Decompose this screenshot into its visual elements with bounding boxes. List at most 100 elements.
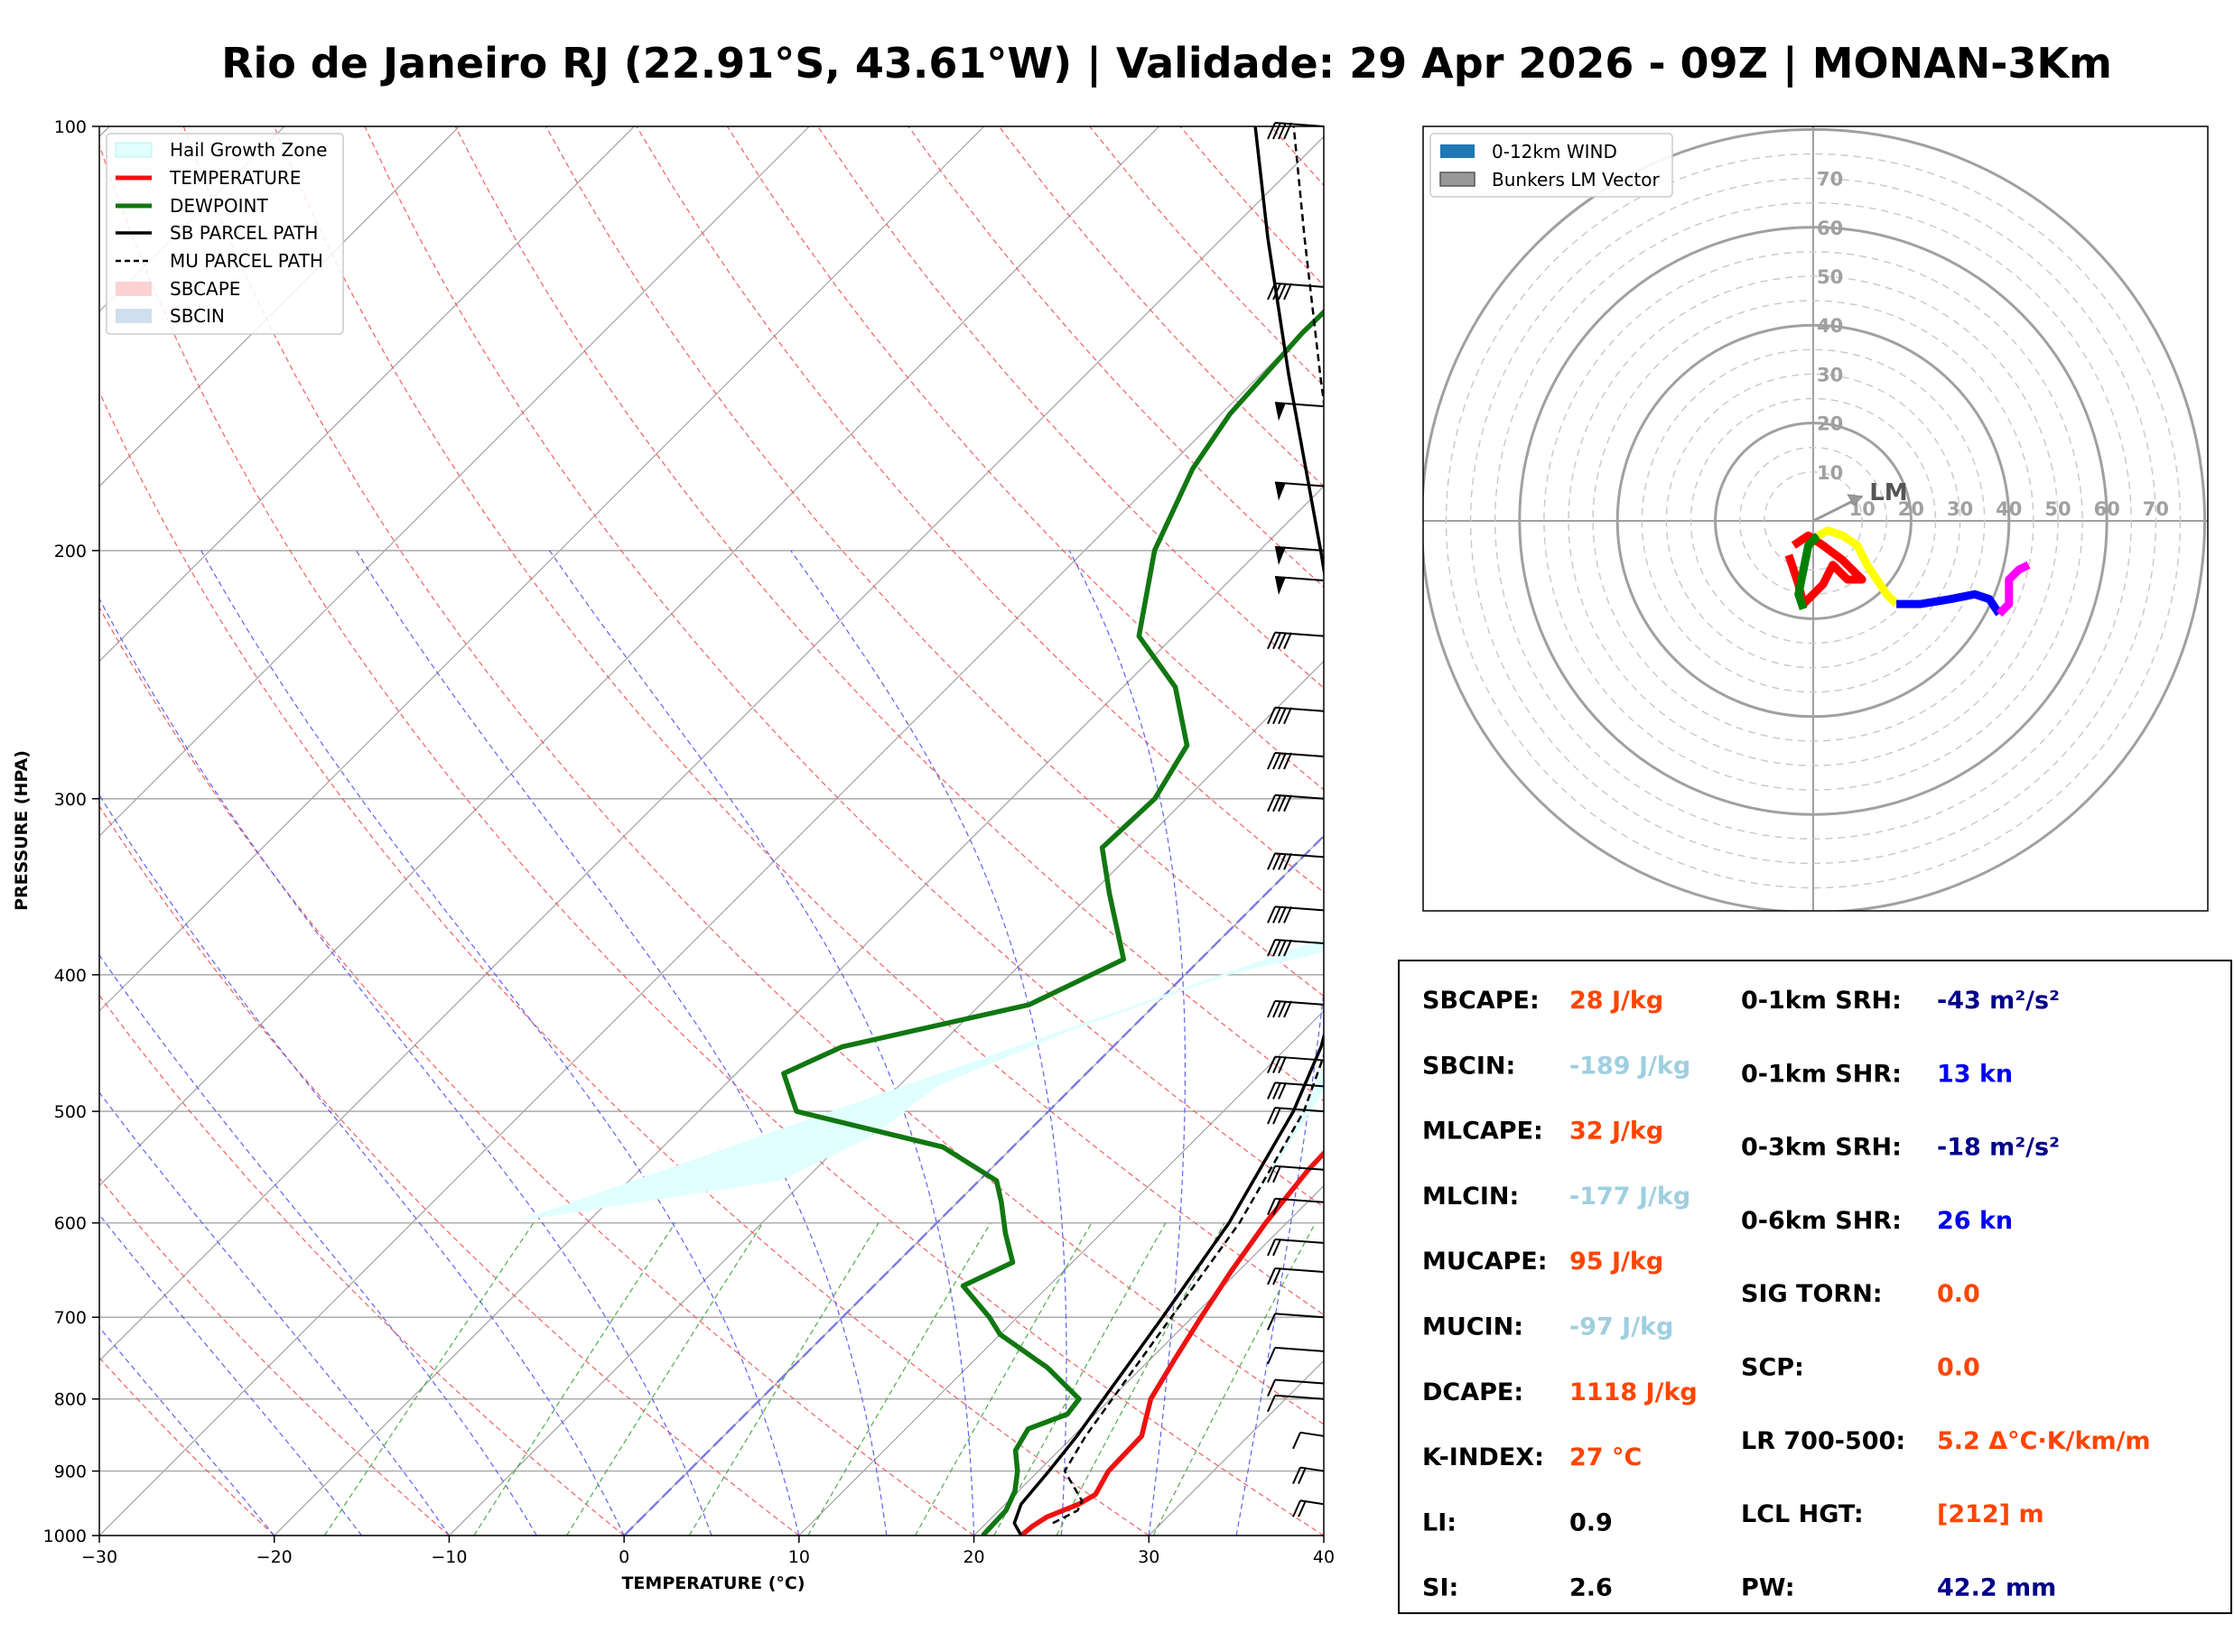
dry-adiabat (99, 606, 974, 1536)
barb-flag (1272, 794, 1281, 812)
index-label: SI: (1422, 1574, 1458, 1602)
barb-flag (1267, 632, 1276, 650)
index-label: 0-1km SHR: (1741, 1060, 1902, 1088)
mixing-ratio-line (807, 1222, 991, 1536)
hodo-legend-box (1429, 133, 1673, 198)
skewt-panel: −30 −20 −10 0 10 20 30 40 100 200 300 400 500 600 700 8… (12, 117, 1335, 1593)
barb-pennant (1275, 546, 1286, 565)
skewt-series (781, 126, 1324, 1536)
barb-flag (1267, 1082, 1276, 1100)
wind-barb (1267, 1238, 1325, 1257)
index-value: 13 kn (1937, 1060, 2013, 1088)
barb-flag (1283, 905, 1292, 923)
index-value: 0.0 (1937, 1354, 1980, 1382)
index-label: 0-3km SRH: (1741, 1134, 1902, 1162)
mixing-ratio-line (565, 1222, 764, 1536)
wind-barb (1274, 545, 1325, 565)
hodo-ring-label-y: 10 (1817, 462, 1843, 484)
moist-adiabat (99, 1091, 450, 1536)
barb-flag (1278, 632, 1287, 650)
skewt-legend: Hail Growth Zone TEMPERATURE DEWPOINT SB… (106, 133, 344, 335)
barb-flag (1267, 905, 1276, 923)
mixing-ratio-line (914, 1222, 1093, 1536)
barb-flag (1272, 1198, 1281, 1216)
hodo-ring (1518, 226, 2108, 816)
barb-flag (1272, 1267, 1281, 1285)
barb-staff (1274, 752, 1325, 758)
hodo-ring-label-y: 70 (1817, 169, 1843, 190)
bunkers-lm-arrowhead (1847, 494, 1864, 506)
legend-swatch-hail (115, 142, 153, 158)
barb-flag (1283, 752, 1292, 770)
index-value: -97 J/kg (1569, 1313, 1673, 1341)
barb-staff (1274, 282, 1325, 288)
isotherm-line (274, 485, 1324, 1536)
barb-staff (1274, 1055, 1325, 1062)
hodo-legend-swatch-lm (1439, 172, 1475, 187)
barb-flag (1278, 939, 1287, 957)
barb-staff (1274, 1346, 1325, 1352)
hodo-ring-label-y: 40 (1817, 315, 1843, 337)
wind-barb (1267, 794, 1325, 812)
index-label: SIG TORN: (1741, 1280, 1883, 1308)
x-tick-label: 0 (619, 1547, 629, 1567)
dry-adiabat (99, 994, 625, 1536)
barb-staff (1274, 1165, 1325, 1171)
wind-barb (1274, 481, 1325, 501)
barb-flag (1278, 794, 1287, 812)
wind-barb (1267, 706, 1325, 725)
hodo-ring (1592, 300, 2034, 742)
skewt-ticks: −30 −20 −10 0 10 20 30 40 100 200 300 400 500 600 700 8… (43, 117, 1335, 1567)
index-value: 5.2 Δ°C·K/km/m (1937, 1427, 2151, 1455)
barb-staff (1274, 706, 1325, 712)
legend-label-mu-parcel: MU PARCEL PATH (170, 250, 323, 272)
barb-flag (1272, 1107, 1281, 1125)
barb-staff (1274, 1394, 1325, 1400)
legend-label-temperature: TEMPERATURE (169, 167, 301, 189)
hodo-ring-label-x: 40 (1996, 498, 2022, 520)
dry-adiabat (99, 390, 1150, 1536)
index-label: SBCAPE: (1422, 987, 1540, 1015)
wind-barb (1267, 1165, 1325, 1183)
barb-flag (1283, 122, 1292, 140)
x-tick-label: 30 (1138, 1547, 1159, 1567)
index-label: MLCIN: (1422, 1183, 1519, 1211)
mixing-ratio-line (1152, 1222, 1317, 1536)
y-tick-label: 200 (54, 542, 87, 561)
barb-flag (1292, 1432, 1301, 1450)
barb-flag (1272, 1056, 1281, 1073)
hodo-ring (1689, 397, 1937, 645)
index-label: SBCIN: (1422, 1052, 1515, 1080)
barb-staff (1299, 1499, 1325, 1506)
barb-flag (1272, 1165, 1281, 1183)
barb-flag (1272, 707, 1281, 725)
chart-title: Rio de Janeiro RJ (22.91°S, 43.61°W) | V… (221, 39, 2112, 88)
y-tick-label: 900 (54, 1462, 87, 1482)
barb-flag (1298, 1499, 1307, 1517)
hodo-ring (1641, 348, 1986, 693)
barb-flag (1283, 707, 1292, 725)
barb-staff (1274, 794, 1325, 800)
index-label: MUCAPE: (1422, 1248, 1548, 1276)
wind-barb (1267, 1313, 1325, 1331)
hodo-ring-label-y: 30 (1817, 364, 1843, 385)
hodo-ring (1543, 251, 2083, 791)
hodo-ring-label-y: 60 (1817, 218, 1843, 239)
wind-barb (1267, 939, 1325, 957)
barb-pennant (1275, 576, 1286, 595)
indices-panel: SBCAPE: 28 J/kg SBCIN: -189 J/kg MLCAPE: 32 J… (1398, 960, 2232, 1614)
barb-staff (1274, 1267, 1325, 1273)
barb-staff (1274, 1313, 1325, 1319)
index-value: 95 J/kg (1569, 1248, 1663, 1276)
wind-barb (1267, 1107, 1325, 1125)
barb-flag (1267, 1000, 1276, 1018)
index-value: 0.0 (1937, 1280, 1980, 1308)
wind-barb (1267, 631, 1325, 650)
hodo-ring (1764, 471, 1863, 571)
x-tick-label: −20 (256, 1547, 293, 1567)
wind-barb (1274, 575, 1325, 595)
wind-barb (1292, 1466, 1325, 1484)
barb-flag (1272, 939, 1281, 957)
mixing-ratio-line (688, 1222, 880, 1536)
